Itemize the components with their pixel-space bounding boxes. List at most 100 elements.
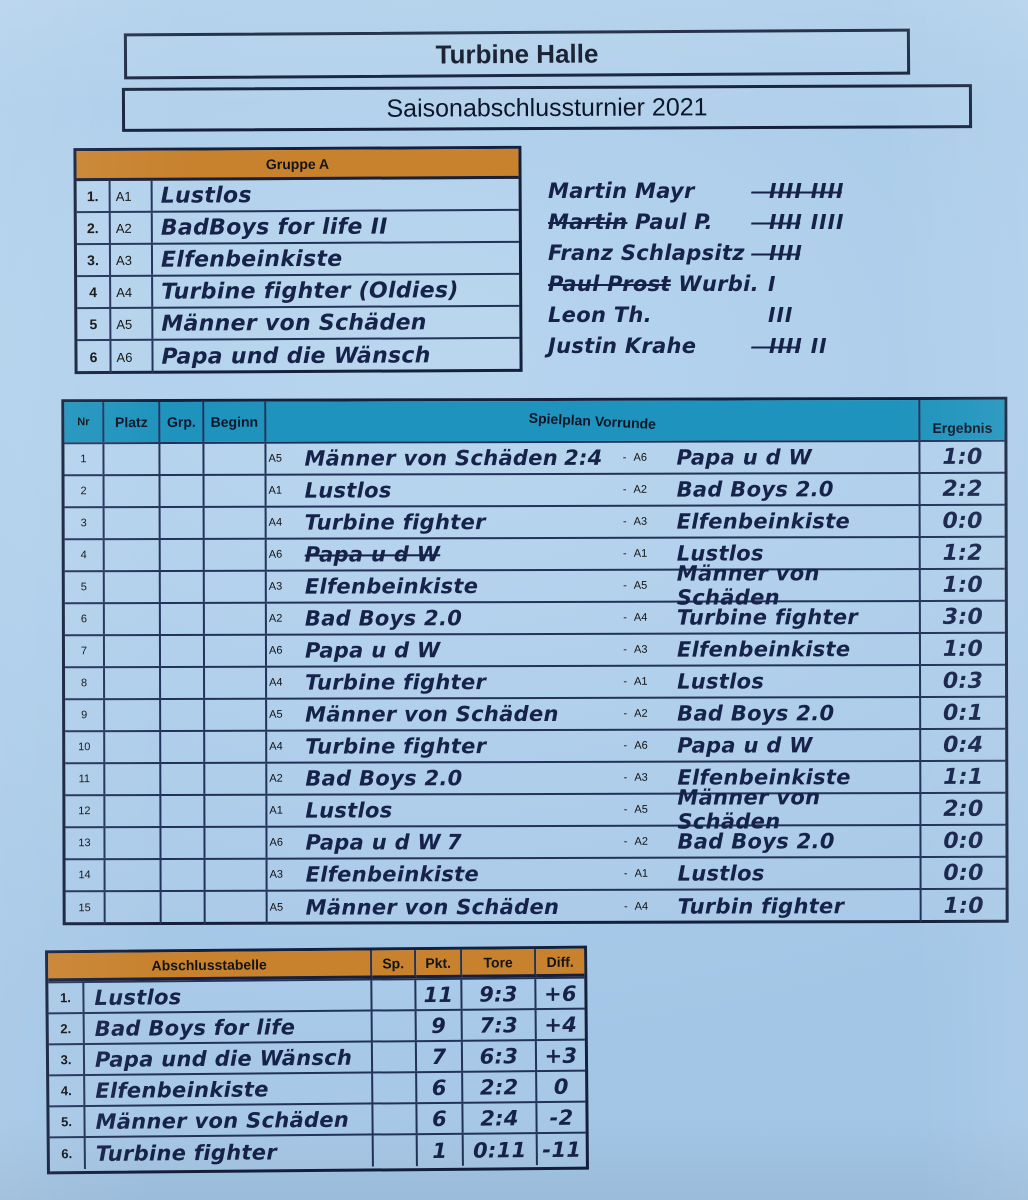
- match-nr: 8: [65, 668, 106, 699]
- match-platz[interactable]: [104, 443, 161, 475]
- match-separator: -: [623, 771, 628, 784]
- match-grp[interactable]: [161, 795, 206, 826]
- match-grp[interactable]: [161, 859, 206, 890]
- match-away-text: Papa u d W: [676, 445, 813, 470]
- match-grp[interactable]: [161, 667, 206, 698]
- match-platz[interactable]: [105, 763, 162, 795]
- group-row-code: A4: [111, 276, 154, 307]
- match-result[interactable]: 1:0: [920, 442, 1004, 472]
- standings-sp[interactable]: [372, 1011, 417, 1041]
- match-grp[interactable]: [160, 603, 205, 634]
- match-away: Bad Boys 2.0: [671, 477, 919, 502]
- match-platz[interactable]: [104, 507, 161, 539]
- match-result[interactable]: 1:0: [921, 634, 1005, 664]
- standings-sp[interactable]: [372, 1042, 418, 1072]
- match-result[interactable]: 0:0: [921, 826, 1005, 856]
- match-beginn[interactable]: [204, 507, 267, 538]
- match-home-code: A5: [269, 901, 284, 914]
- match-result[interactable]: 0:4: [921, 730, 1005, 760]
- match-platz[interactable]: [105, 859, 162, 891]
- match-grp[interactable]: [161, 699, 206, 730]
- match-result[interactable]: 0:1: [921, 698, 1005, 728]
- match-teams: A3 Elfenbeinkiste - A1 Lustlos: [267, 857, 922, 890]
- standings-sp[interactable]: [373, 1073, 418, 1103]
- match-away-text: Lustlos: [677, 861, 765, 886]
- match-beginn[interactable]: [205, 859, 268, 890]
- table-row: 5 A3 Elfenbeinkiste - A5 Männer von Schä…: [64, 561, 1005, 610]
- standings-tore-text: 0:11: [472, 1137, 527, 1163]
- match-result[interactable]: 3:0: [921, 602, 1005, 632]
- match-result-text: 0:0: [943, 828, 984, 854]
- match-result[interactable]: 2:2: [921, 474, 1005, 504]
- match-beginn[interactable]: [205, 763, 268, 794]
- match-result[interactable]: 1:2: [921, 538, 1005, 568]
- standings-diff: -11: [538, 1134, 586, 1165]
- match-platz[interactable]: [104, 539, 161, 571]
- match-result[interactable]: 1:1: [921, 762, 1005, 792]
- standings-tore: 2:2: [463, 1072, 538, 1102]
- match-platz[interactable]: [104, 475, 161, 507]
- match-platz[interactable]: [105, 795, 162, 827]
- match-beginn[interactable]: [205, 731, 268, 762]
- match-platz[interactable]: [105, 731, 162, 763]
- standings-tore-text: 2:4: [480, 1105, 519, 1131]
- match-result[interactable]: 0:0: [921, 506, 1005, 536]
- match-grp[interactable]: [161, 827, 206, 858]
- match-grp[interactable]: [160, 507, 205, 538]
- match-grp[interactable]: [161, 731, 206, 762]
- match-beginn[interactable]: [205, 795, 268, 826]
- match-result-text: 1:1: [943, 764, 984, 790]
- match-beginn[interactable]: [204, 603, 267, 634]
- match-grp[interactable]: [160, 443, 205, 474]
- standings-pkt-text: 6: [431, 1106, 448, 1131]
- match-result[interactable]: 1:0: [922, 890, 1006, 922]
- match-result[interactable]: 0:0: [922, 858, 1006, 888]
- match-separator: -: [623, 867, 628, 880]
- match-grp[interactable]: [160, 571, 205, 602]
- match-away-text: Bad Boys 2.0: [677, 829, 835, 854]
- table-row: 5. Männer von Schäden 6 2:4 -2: [49, 1102, 586, 1139]
- table-row: 7 A6 Papa u d W - A3 Elfenbeinkiste 1:0: [64, 633, 1006, 669]
- match-beginn[interactable]: [205, 699, 268, 730]
- scorer-name-text: Paul P.: [635, 210, 713, 234]
- match-platz[interactable]: [104, 571, 161, 603]
- standings-diff-text: +4: [544, 1012, 578, 1037]
- match-platz[interactable]: [104, 635, 162, 667]
- match-result[interactable]: 1:0: [921, 570, 1005, 600]
- match-platz[interactable]: [104, 603, 161, 635]
- match-result[interactable]: 2:0: [921, 794, 1005, 824]
- match-beginn[interactable]: [204, 635, 268, 666]
- match-grp[interactable]: [161, 763, 206, 794]
- group-row-team-text: Lustlos: [160, 182, 252, 209]
- match-grp[interactable]: [160, 635, 206, 666]
- match-beginn[interactable]: [204, 539, 267, 570]
- match-away-text: Papa u d W: [677, 733, 813, 758]
- match-platz[interactable]: [105, 699, 162, 731]
- match-grp[interactable]: [160, 475, 205, 506]
- match-beginn[interactable]: [205, 891, 268, 924]
- match-grp[interactable]: [160, 539, 205, 570]
- match-beginn[interactable]: [204, 443, 267, 474]
- standings-pkt: 11: [416, 979, 463, 1010]
- match-beginn[interactable]: [204, 571, 267, 602]
- standings-sp[interactable]: [373, 1135, 418, 1167]
- match-platz[interactable]: [105, 891, 162, 925]
- match-platz[interactable]: [105, 827, 162, 859]
- list-item: Martin Paul P. ̶I̶I̶I̶I̶ IIII: [548, 203, 918, 234]
- match-platz[interactable]: [105, 667, 162, 699]
- match-home-code: A3: [269, 868, 284, 881]
- match-separator: -: [623, 707, 628, 720]
- match-grp[interactable]: [161, 891, 206, 924]
- match-home-code: A4: [268, 516, 283, 529]
- match-result-text: 0:3: [942, 668, 984, 694]
- match-result[interactable]: 0:3: [921, 666, 1005, 696]
- match-beginn[interactable]: [205, 667, 268, 698]
- match-away: Lustlos: [672, 861, 920, 886]
- match-beginn[interactable]: [204, 475, 267, 506]
- standings-sp[interactable]: [373, 1104, 418, 1134]
- group-row-team-text: Männer von Schäden: [161, 309, 427, 337]
- standings-sp[interactable]: [372, 980, 417, 1010]
- match-beginn[interactable]: [205, 827, 268, 858]
